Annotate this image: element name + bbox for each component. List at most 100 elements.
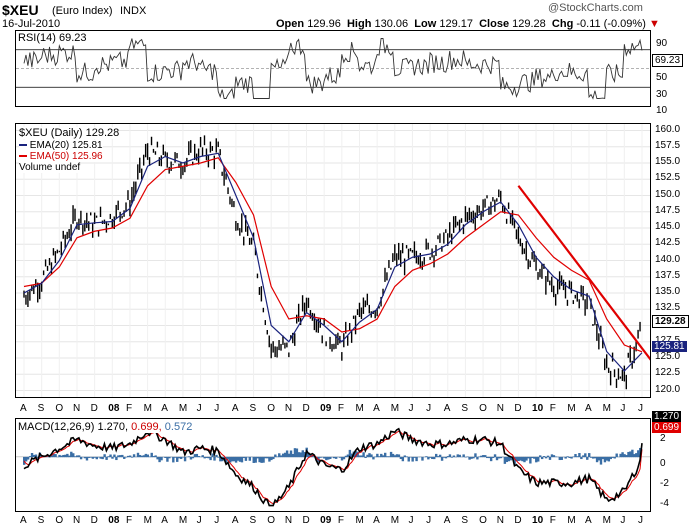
macd-histogram-bar [601, 456, 605, 460]
price-tick-label: 157.5 [655, 139, 681, 151]
macd-histogram-bar [297, 452, 301, 458]
x-tick-label: S [249, 403, 257, 414]
macd-histogram-bar [621, 452, 624, 458]
macd-histogram-bar [537, 456, 540, 462]
x-tick-label: F [125, 403, 133, 414]
macd-histogram-bar [207, 456, 210, 459]
macd-histogram-bar [360, 455, 363, 458]
x-tick-label: F [337, 515, 344, 526]
macd-histogram-bar [126, 455, 130, 458]
macd-histogram-bar [331, 456, 334, 458]
ema50-line [23, 157, 643, 353]
x-tick-label: A [161, 403, 168, 414]
macd-histogram-bar [382, 455, 385, 458]
x-tick-label: N [72, 515, 81, 526]
x-tick-label: N [284, 515, 293, 526]
x-tick-label: A [231, 403, 239, 414]
macd-histogram-bar [387, 456, 391, 458]
macd-histogram-bar [380, 453, 383, 458]
macd-histogram-bar [119, 455, 122, 458]
macd-histogram-bar [456, 454, 459, 458]
macd-histogram-bar [580, 456, 583, 460]
macd-histogram-bar [187, 456, 191, 458]
macd-histogram-bar [213, 456, 216, 461]
macd-histogram-bar [505, 456, 509, 463]
rsi-current-tag: 69.23 [652, 54, 684, 67]
macd-histogram-bar [177, 456, 181, 459]
macd-histogram-bar [107, 456, 110, 458]
macd-histogram-bar [166, 456, 169, 462]
macd-histogram-bar [183, 456, 187, 462]
macd-histogram-bar [34, 454, 38, 458]
macd-histogram-bar [503, 456, 507, 464]
macd-histogram-bar [482, 455, 485, 458]
price-tick-label: 142.5 [655, 237, 681, 249]
macd-histogram-bar [95, 456, 98, 460]
macd-histogram-bar [311, 454, 314, 458]
macd-histogram-bar [115, 456, 118, 461]
x-tick-label: A [443, 515, 451, 526]
macd-tag: 1.270 [652, 411, 682, 422]
x-tick-label: J [620, 403, 626, 414]
macd-histogram-bar [374, 456, 377, 458]
macd-histogram-bar [378, 456, 381, 458]
macd-histogram-bar [66, 453, 69, 458]
macd-histogram-bar [299, 452, 303, 458]
macd-histogram-bar [197, 456, 201, 458]
x-axis-macd: A S O N D 08 F M A M J J A S O N D 09 F M A M J J A S O N D 10 F M A M J J [15, 515, 649, 527]
macd-histogram-bar [303, 452, 306, 458]
macd-histogram-bar [591, 456, 595, 459]
macd-histogram-bar [232, 456, 236, 462]
x-tick-label: M [390, 515, 400, 526]
macd-histogram-bar [558, 456, 561, 461]
macd-histogram-bar [560, 456, 563, 460]
macd-histogram-bar [464, 456, 467, 458]
x-tick-label: M [567, 403, 576, 414]
macd-histogram-bar [260, 456, 263, 463]
macd-histogram-bar [370, 454, 373, 458]
macd-histogram-bar [550, 454, 554, 458]
macd-histogram-bar [262, 456, 265, 463]
macd-histogram-bar [291, 453, 295, 458]
macd-histogram-bar [158, 456, 161, 463]
macd-histogram-bar [635, 453, 638, 458]
x-tick-label: J [214, 403, 220, 414]
macd-histogram-bar [117, 455, 120, 458]
macd-histogram-bar [338, 456, 342, 458]
macd-histogram-bar [633, 454, 636, 458]
macd-histogram-bar [54, 454, 57, 458]
macd-histogram-bar [415, 456, 418, 462]
macd-histogram-bar [181, 456, 185, 458]
macd-histogram-bar [191, 456, 195, 459]
macd-histogram-bar [533, 456, 536, 459]
macd-histogram-bar [93, 456, 97, 458]
x-tick-label: M [143, 403, 152, 414]
macd-histogram-bar [148, 456, 151, 458]
x-tick-label: A [231, 515, 239, 526]
macd-histogram-bar [274, 454, 277, 458]
macd-histogram-bar [476, 456, 479, 460]
macd-histogram-bar [450, 456, 454, 458]
macd-histogram-bar [240, 456, 244, 463]
macd-histogram-bar [77, 455, 81, 458]
macd-histogram-bar [552, 455, 556, 458]
macd-histogram-bar [429, 456, 432, 458]
macd-histogram-bar [91, 456, 95, 459]
x-tick-label: J [214, 515, 220, 526]
macd-histogram-bar [358, 455, 361, 458]
macd-histogram-bar [325, 456, 328, 461]
macd-histogram-bar [281, 453, 285, 458]
macd-histogram-bar [519, 456, 522, 461]
macd-histogram-bar [60, 455, 63, 458]
x-tick-label: A [585, 403, 592, 414]
macd-histogram-bar [62, 454, 65, 458]
macd-histogram-bar [172, 456, 175, 463]
macd-histogram-bar [529, 456, 532, 464]
x-tick-label: 08 [108, 403, 120, 414]
macd-histogram-bar [219, 456, 222, 462]
macd-histogram-bar [30, 453, 34, 458]
low-value: 129.17 [439, 18, 473, 30]
macd-histogram-bar [144, 453, 148, 458]
x-tick-label: J [426, 403, 432, 414]
x-tick-label: A [373, 403, 380, 414]
